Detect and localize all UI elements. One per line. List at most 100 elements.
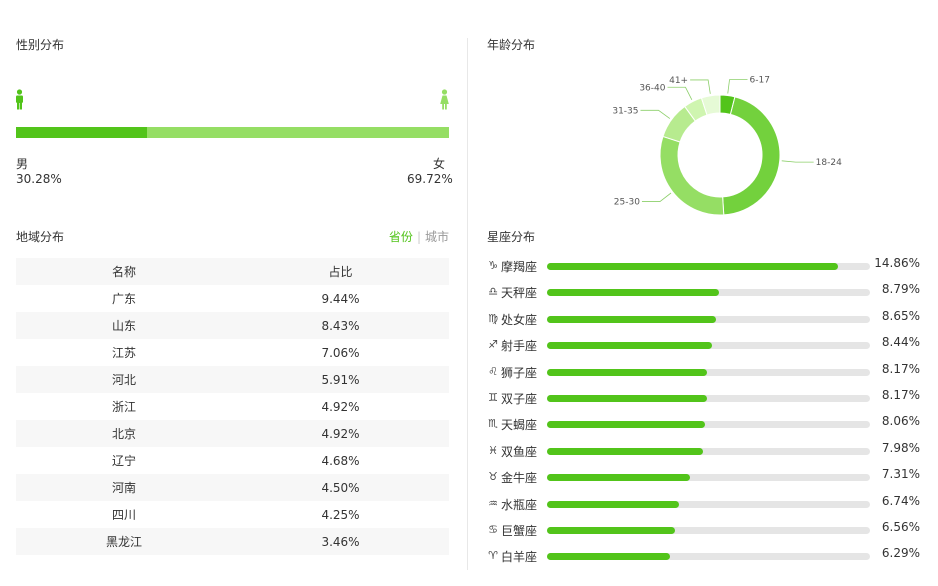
zodiac-name: 处女座 (501, 312, 538, 327)
zodiac-name: 摩羯座 (501, 260, 538, 274)
age-label-line (690, 79, 711, 94)
zodiac-bar (547, 342, 713, 350)
age-slice-label: 31-35 (612, 106, 638, 116)
region-name: 江苏 (111, 346, 136, 360)
zodiac-bar-track (547, 421, 870, 429)
region-name: 山东 (16, 312, 232, 339)
tab-province[interactable]: 省份 (388, 230, 413, 244)
zodiac-sign-icon: ♒ (488, 496, 498, 510)
age-slice-label: 36-40 (639, 83, 665, 93)
column-divider (467, 38, 468, 570)
zodiac-sign-icon: ♏ (488, 417, 498, 431)
region-share: 9.44% (321, 291, 360, 306)
male-icon (16, 89, 23, 110)
female-percentage: 69.72% (407, 172, 453, 186)
region-share: 4.92% (321, 399, 360, 414)
age-title: 年龄分布 (487, 38, 536, 52)
zodiac-value: 6.74% (881, 493, 920, 508)
zodiac-value: 8.65% (881, 308, 920, 323)
region-share: 7.06% (321, 345, 360, 360)
region-name: 黑龙江 (16, 528, 232, 555)
age-slice-label: 25-30 (614, 198, 640, 208)
age-label-line (640, 109, 671, 119)
zodiac-bar-track (547, 500, 870, 508)
tab-city[interactable]: 城市 (424, 230, 449, 244)
zodiac-name: 水瓶座 (501, 497, 538, 512)
region-name: 河北 (16, 366, 232, 393)
region-table: 名称 占比 广东 9.44% 山东 8.43% 江苏 7.06% 河北 5.91% 浙江… (16, 258, 449, 555)
gender-title: 性别分布 (16, 38, 65, 52)
male-label: 男 (16, 157, 29, 171)
region-title: 地域分布 (16, 230, 65, 244)
table-row: 黑龙江 3.46% (16, 528, 449, 555)
zodiac-value: 7.98% (881, 440, 920, 455)
zodiac-name: 天秤座 (501, 286, 538, 301)
zodiac-bar-track (547, 553, 870, 561)
region-share: 5.91% (232, 366, 449, 393)
zodiac-row: ♌ 狮子座 8.17% (486, 359, 926, 385)
table-row: 浙江 4.92% (16, 393, 449, 420)
zodiac-row: ♏ 天蝎座 8.06% (486, 411, 926, 437)
zodiac-sign-icon: ♊ (488, 391, 498, 404)
zodiac-bar (547, 421, 705, 429)
zodiac-row: ♒ 水瓶座 6.74% (486, 491, 926, 517)
age-label-line (667, 86, 693, 100)
zodiac-value: 14.86% (874, 256, 920, 270)
zodiac-bar-track (547, 368, 870, 376)
table-row: 北京 4.92% (16, 420, 449, 447)
zodiac-bar-track (547, 315, 870, 323)
age-slice-41+[interactable] (700, 94, 721, 116)
age-slice-label: 6-17 (750, 76, 770, 86)
zodiac-name: 狮子座 (501, 365, 538, 380)
table-row: 四川 4.25% (16, 501, 449, 528)
zodiac-row: ♈ 白羊座 6.29% (486, 543, 926, 569)
zodiac-bar (547, 368, 707, 376)
zodiac-name: 天蝎座 (501, 418, 538, 433)
zodiac-sign-icon: ♌ (488, 364, 498, 378)
age-slice-18-24[interactable] (722, 96, 781, 216)
zodiac-sign-icon: ♐ (488, 338, 498, 352)
zodiac-bar (547, 474, 691, 482)
female-icon (440, 89, 449, 110)
age-label-line (727, 79, 748, 94)
zodiac-value: 8.17% (881, 361, 920, 376)
zodiac-sign-icon: ♈ (488, 549, 498, 563)
zodiac-row: ♉ 金牛座 7.31% (486, 464, 926, 490)
zodiac-name: 白羊座 (501, 550, 538, 565)
age-slice-label: 18-24 (816, 158, 842, 168)
age-slice-25-30[interactable] (659, 135, 725, 216)
age-donut-chart: 6-17 18-24 25-30 31-35 36-40 41+ (612, 76, 842, 216)
male-percentage: 30.28% (16, 172, 62, 186)
zodiac-sign-icon: ♋ (488, 523, 498, 536)
age-label-line (781, 160, 814, 163)
zodiac-value: 6.29% (881, 546, 920, 561)
zodiac-row: ♎ 天秤座 8.79% (486, 279, 926, 305)
zodiac-bar (547, 553, 671, 561)
zodiac-bar-track (547, 527, 870, 534)
zodiac-row: ♑ 摩羯座 14.86% (486, 253, 926, 279)
region-name: 河南 (16, 474, 232, 501)
column-header-share: 占比 (232, 258, 449, 285)
table-header-row: 名称 占比 (16, 258, 449, 285)
zodiac-bar (547, 315, 717, 323)
table-row: 山东 8.43% (16, 312, 449, 339)
tab-separator: | (416, 230, 421, 244)
male-bar-fill (16, 127, 148, 138)
zodiac-bar (547, 395, 707, 402)
zodiac-value: 8.17% (881, 388, 920, 402)
gender-ratio-bar (16, 127, 449, 138)
zodiac-name: 双鱼座 (501, 444, 538, 459)
region-share: 8.43% (232, 312, 449, 339)
zodiac-bar (547, 289, 720, 297)
age-label-line (641, 192, 672, 202)
zodiac-bar (547, 527, 676, 534)
zodiac-name: 巨蟹座 (501, 524, 538, 538)
zodiac-value: 6.56% (881, 520, 920, 534)
zodiac-name: 双子座 (501, 392, 538, 406)
zodiac-row: ♋ 巨蟹座 6.56% (486, 517, 926, 543)
zodiac-sign-icon: ♉ (488, 470, 498, 484)
zodiac-name: 射手座 (501, 339, 538, 354)
zodiac-row: ♊ 双子座 8.17% (486, 385, 926, 411)
region-share: 4.50% (232, 474, 449, 501)
age-slice-label: 41+ (669, 76, 688, 86)
